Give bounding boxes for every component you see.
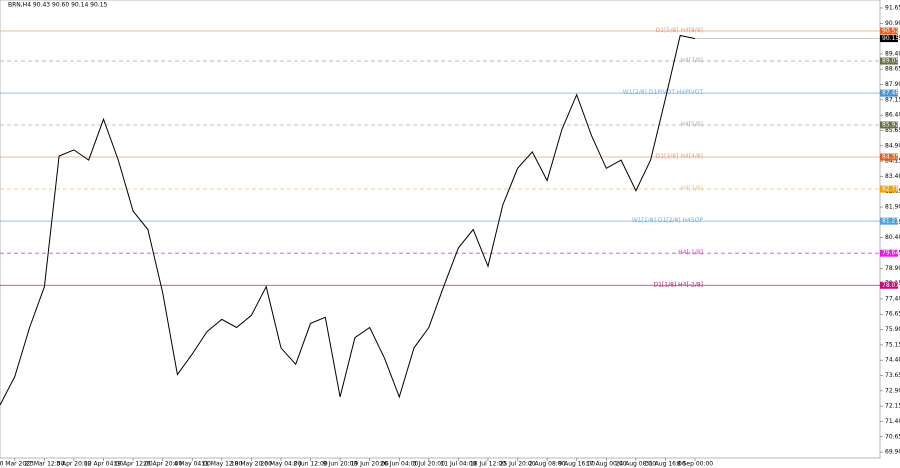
level-label: H4[5/8] [680, 121, 703, 128]
y-tick-label: 71.40 [885, 418, 900, 425]
level-price-box [880, 57, 898, 65]
y-tick-label: 73.65 [885, 372, 900, 379]
x-tick-label: 12 Apr 04:00 [84, 461, 123, 468]
level-label: H4[7/8] [680, 57, 703, 64]
level-price: 87.48 [882, 90, 899, 97]
x-tick-label: 9 Jun 20:00 [323, 461, 357, 468]
last-price-box [880, 35, 898, 43]
y-tick-label: 81.90 [885, 204, 900, 211]
x-tick-label: 19 Jun 20:00 [351, 461, 389, 468]
y-tick-label: 85.65 [885, 127, 900, 134]
level-label: D1[3/8] H4[4/8] [656, 153, 703, 160]
y-tick-label: 91.65 [885, 4, 900, 11]
x-tick-label: 20 Mar 2023 [0, 461, 34, 468]
x-tick-label: 26 Jun 04:00 [380, 461, 418, 468]
x-tick-label: 18 May 20:00 [231, 461, 272, 468]
level-price-box [880, 153, 898, 161]
y-tick-label: 83.40 [885, 173, 900, 180]
y-tick-label: 75.90 [885, 326, 900, 333]
x-tick-label: 3 Jul 20:00 [413, 461, 445, 468]
level-price: 84.35 [882, 154, 899, 161]
x-tick-label: 19 Apr 12:00 [114, 461, 153, 468]
y-tick-label: 72.15 [885, 403, 900, 410]
y-tick-label: 75.15 [885, 341, 900, 348]
level-price: 79.64 [882, 250, 899, 257]
last-price: 90.15 [882, 35, 899, 42]
level-label: D1[1/8] H4[-2/8] [653, 281, 703, 288]
x-tick-label: 2 Aug 08:00 [529, 461, 566, 468]
x-tick-label: 2 Jun 12:00 [293, 461, 327, 468]
x-tick-label: 9 Aug 16:00 [558, 461, 595, 468]
y-tick-label: 87.15 [885, 96, 900, 103]
y-tick-label: 84.90 [885, 142, 900, 149]
level-price: 90.52 [882, 28, 899, 35]
x-tick-label: 18 Jul 12:00 [470, 461, 506, 468]
y-tick-label: 87.90 [885, 81, 900, 88]
level-price: 82.78 [882, 186, 899, 193]
x-tick-label: 31 Aug 16:00 [645, 461, 686, 468]
x-tick-label: 25 Jul 20:00 [500, 461, 536, 468]
y-tick-label: 74.40 [885, 357, 900, 364]
level-price-box [880, 185, 898, 193]
level-price: 89.05 [882, 58, 899, 65]
level-price-box [880, 281, 898, 289]
y-tick-label: 69.90 [885, 449, 900, 456]
x-tick-label: 11 Jul 04:00 [440, 461, 476, 468]
x-tick-label: 26 May 04:00 [260, 461, 301, 468]
x-tick-label: 17 Aug 00:00 [586, 461, 627, 468]
x-tick-label: 3 Apr 20:00 [56, 461, 91, 468]
level-price: 85.92 [882, 121, 899, 128]
x-tick-label: 24 Aug 08:00 [616, 461, 657, 468]
chart-title: BRN,H4 90.43 90.60 90.14 90.15 [8, 2, 108, 9]
level-label: W1[2/8] D1PIVOT H4PIVOT [623, 89, 704, 96]
x-tick-label: 26 Apr 20:00 [143, 461, 182, 468]
level-price-box [880, 249, 898, 257]
level-label: H4[3/8] [680, 185, 703, 192]
level-price-box [880, 217, 898, 225]
y-tick-label: 72.90 [885, 387, 900, 394]
level-label: D1[5/8] H4[8/8] [656, 27, 703, 34]
x-tick-label: 8 Sep 00:00 [677, 461, 713, 468]
y-tick-label: 80.40 [885, 234, 900, 241]
x-tick-label: 4 May 04:00 [174, 461, 212, 468]
y-tick-label: 78.90 [885, 265, 900, 272]
level-price-box [880, 27, 898, 35]
level-label: H4[-1/8] [678, 249, 703, 256]
plot-frame [0, 0, 881, 459]
y-tick-label: 84.15 [885, 158, 900, 165]
level-price-box [880, 89, 898, 97]
level-price-box [880, 121, 898, 129]
y-tick-label: 90.90 [885, 20, 900, 27]
y-tick-label: 89.40 [885, 50, 900, 57]
y-tick-label: 86.40 [885, 112, 900, 119]
x-tick-label: 11 May 12:00 [201, 461, 242, 468]
y-tick-label: 70.65 [885, 433, 900, 440]
x-tick-label: 27 Mar 12:00 [24, 461, 64, 468]
y-tick-label: 76.65 [885, 311, 900, 318]
y-tick-label: 88.65 [885, 66, 900, 73]
level-price: 81.21 [882, 218, 899, 225]
level-price: 78.07 [882, 282, 899, 289]
price-line [0, 34, 696, 406]
level-label: W1[1/8] D1[2/8] H4SOP [632, 217, 704, 224]
y-tick-label: 77.40 [885, 295, 900, 302]
